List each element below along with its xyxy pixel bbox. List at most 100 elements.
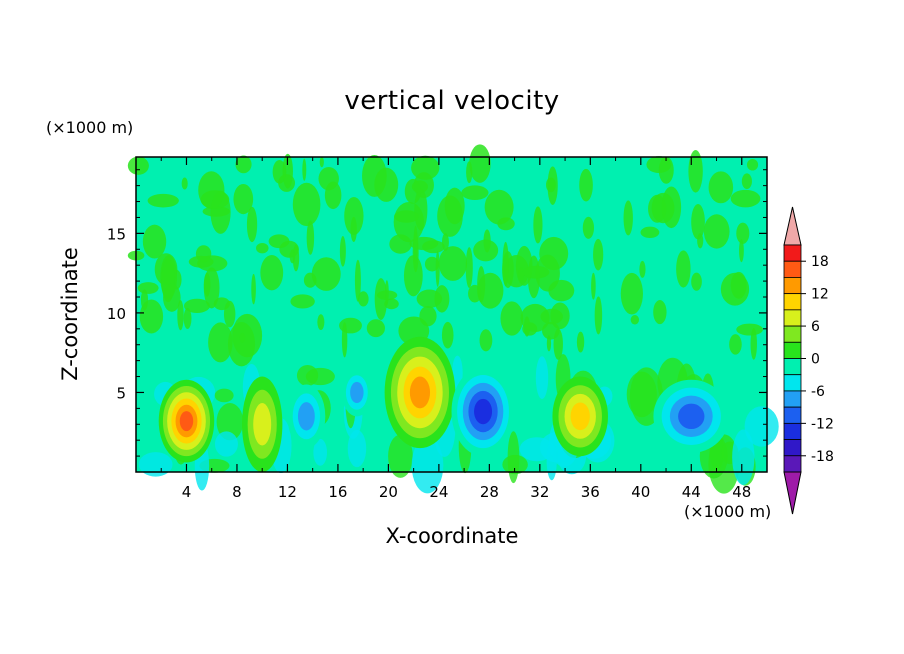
colorbar-box xyxy=(783,358,802,376)
contour-cell xyxy=(253,403,272,446)
field-band xyxy=(140,289,149,311)
field-band xyxy=(750,327,757,360)
contour-cell xyxy=(179,411,194,432)
heatmap-field xyxy=(127,144,779,494)
field-band xyxy=(339,317,362,334)
field-band xyxy=(292,244,300,272)
x-tick-label: 20 xyxy=(379,483,398,501)
field-band xyxy=(374,278,388,320)
colorbar-box xyxy=(783,406,802,424)
field-band xyxy=(746,158,759,171)
colorbar-box xyxy=(783,260,802,278)
field-band xyxy=(290,294,315,309)
field-band xyxy=(183,298,210,314)
field-band xyxy=(419,305,437,327)
field-band xyxy=(688,149,703,193)
field-band xyxy=(203,267,220,309)
field-band xyxy=(394,210,420,223)
field-band xyxy=(354,259,361,302)
field-band xyxy=(260,255,284,291)
field-band xyxy=(500,301,524,336)
colorbar-tick-label: 18 xyxy=(811,254,829,270)
field-band xyxy=(466,161,473,184)
field-band xyxy=(127,156,149,175)
field-band xyxy=(465,247,473,289)
field-band xyxy=(358,291,369,307)
field-band xyxy=(441,321,454,349)
contour-cell xyxy=(474,398,493,425)
contour-cell xyxy=(297,402,315,431)
field-band xyxy=(339,236,346,267)
field-band xyxy=(720,272,750,306)
field-band xyxy=(469,144,491,183)
field-band xyxy=(741,173,752,190)
field-band xyxy=(422,240,445,254)
field-band xyxy=(461,185,489,201)
field-band xyxy=(730,189,761,208)
field-band xyxy=(546,335,552,352)
field-band xyxy=(739,239,744,263)
field-band xyxy=(272,160,287,184)
colorbar-tick-label: 12 xyxy=(811,287,829,303)
field-band xyxy=(138,452,173,477)
field-band xyxy=(594,296,603,335)
colorbar-box xyxy=(783,244,802,262)
field-band xyxy=(235,155,252,174)
field-band xyxy=(216,403,244,441)
field-band xyxy=(319,156,324,168)
field-band xyxy=(347,429,367,468)
field-band xyxy=(188,255,214,268)
field-band xyxy=(317,314,325,331)
field-band xyxy=(411,437,444,494)
y-tick-label: 10 xyxy=(107,305,126,323)
colorbar-box xyxy=(783,374,802,392)
field-band xyxy=(484,189,514,225)
field-band xyxy=(142,224,167,259)
field-band xyxy=(553,328,563,360)
field-band xyxy=(653,300,667,325)
colorbar-box xyxy=(783,439,802,457)
x-tick-label: 44 xyxy=(682,483,701,501)
x-tick-label: 32 xyxy=(530,483,549,501)
field-band xyxy=(208,322,233,363)
x-tick-label: 4 xyxy=(182,483,192,501)
field-band xyxy=(473,239,499,262)
colorbar-box xyxy=(783,422,802,440)
colorbar-box xyxy=(783,277,802,295)
field-band xyxy=(582,216,595,239)
field-band xyxy=(744,406,779,447)
colorbar-box xyxy=(783,455,802,473)
field-band xyxy=(676,250,691,288)
field-band xyxy=(313,438,328,466)
contour-cell xyxy=(678,403,705,430)
x-tick-label: 16 xyxy=(328,483,347,501)
colorbar-tick-label: 6 xyxy=(811,319,820,335)
field-band xyxy=(181,177,188,190)
field-band xyxy=(223,300,236,328)
x-tick-label: 48 xyxy=(732,483,751,501)
field-band xyxy=(591,272,596,300)
y-tick-label: 15 xyxy=(107,225,126,243)
field-band xyxy=(479,329,493,352)
field-band xyxy=(620,272,643,315)
field-band xyxy=(147,193,179,208)
field-band xyxy=(703,214,730,249)
field-band xyxy=(507,431,520,484)
field-band xyxy=(268,234,290,249)
field-band xyxy=(640,226,660,239)
field-band xyxy=(651,192,675,224)
field-band xyxy=(658,156,674,184)
field-band xyxy=(403,255,423,297)
x-tick-label: 28 xyxy=(480,483,499,501)
colorbar-max-triangle xyxy=(783,206,802,246)
field-band xyxy=(411,155,440,180)
field-band xyxy=(545,177,556,193)
field-band xyxy=(639,260,646,278)
field-band xyxy=(623,200,633,236)
field-band xyxy=(198,171,225,209)
field-band xyxy=(411,180,428,193)
field-band xyxy=(377,290,398,301)
field-band xyxy=(477,272,504,309)
contour-cell xyxy=(570,402,590,431)
field-band xyxy=(296,364,319,387)
